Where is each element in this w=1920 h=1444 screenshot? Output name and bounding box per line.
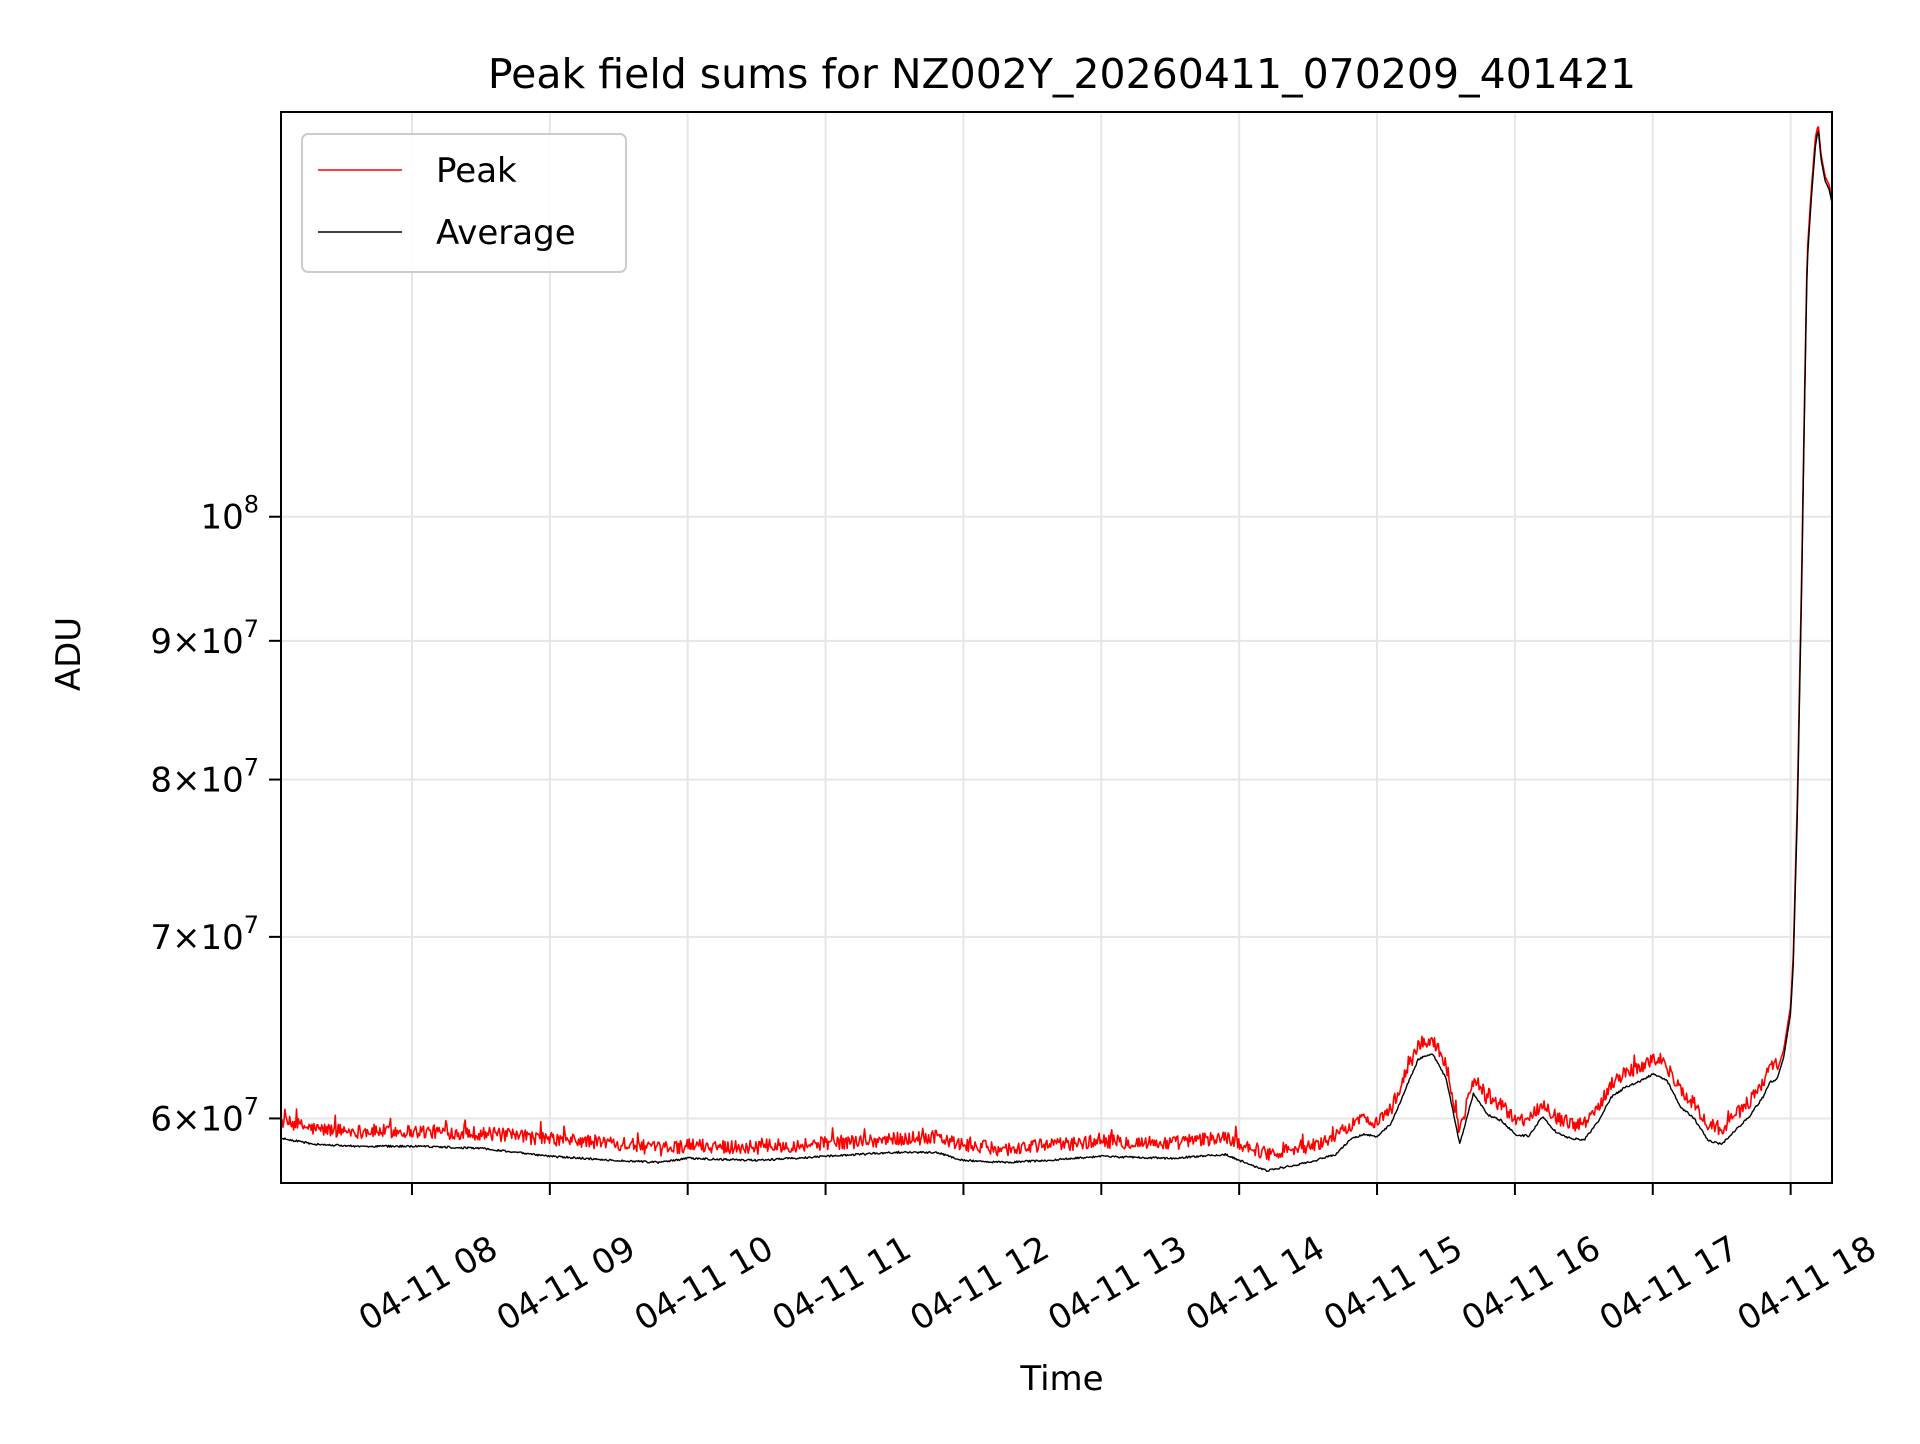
legend-box (301, 133, 627, 273)
y-tick-label: 8×107 (150, 754, 259, 801)
plot-series (280, 126, 1833, 1173)
x-axis-label: Time (1019, 1359, 1103, 1399)
grid-lines (281, 112, 1832, 1183)
plot-frame (280, 111, 1833, 1184)
chart-title: Peak field sums for NZ002Y_20260411_0702… (488, 50, 1636, 98)
y-tick-label: 7×107 (150, 911, 259, 958)
y-tick-label: 108 (200, 491, 259, 538)
y-axis-label: ADU (49, 617, 89, 691)
legend: Peak Average (301, 133, 627, 273)
legend-label-peak: Peak (436, 151, 517, 191)
y-tick-label: 6×107 (150, 1092, 259, 1139)
series-line-average (280, 130, 1833, 1173)
axes (269, 111, 1833, 1195)
series-line-peak (280, 126, 1833, 1161)
y-tick-label: 9×107 (150, 615, 259, 662)
legend-label-average: Average (436, 213, 576, 253)
